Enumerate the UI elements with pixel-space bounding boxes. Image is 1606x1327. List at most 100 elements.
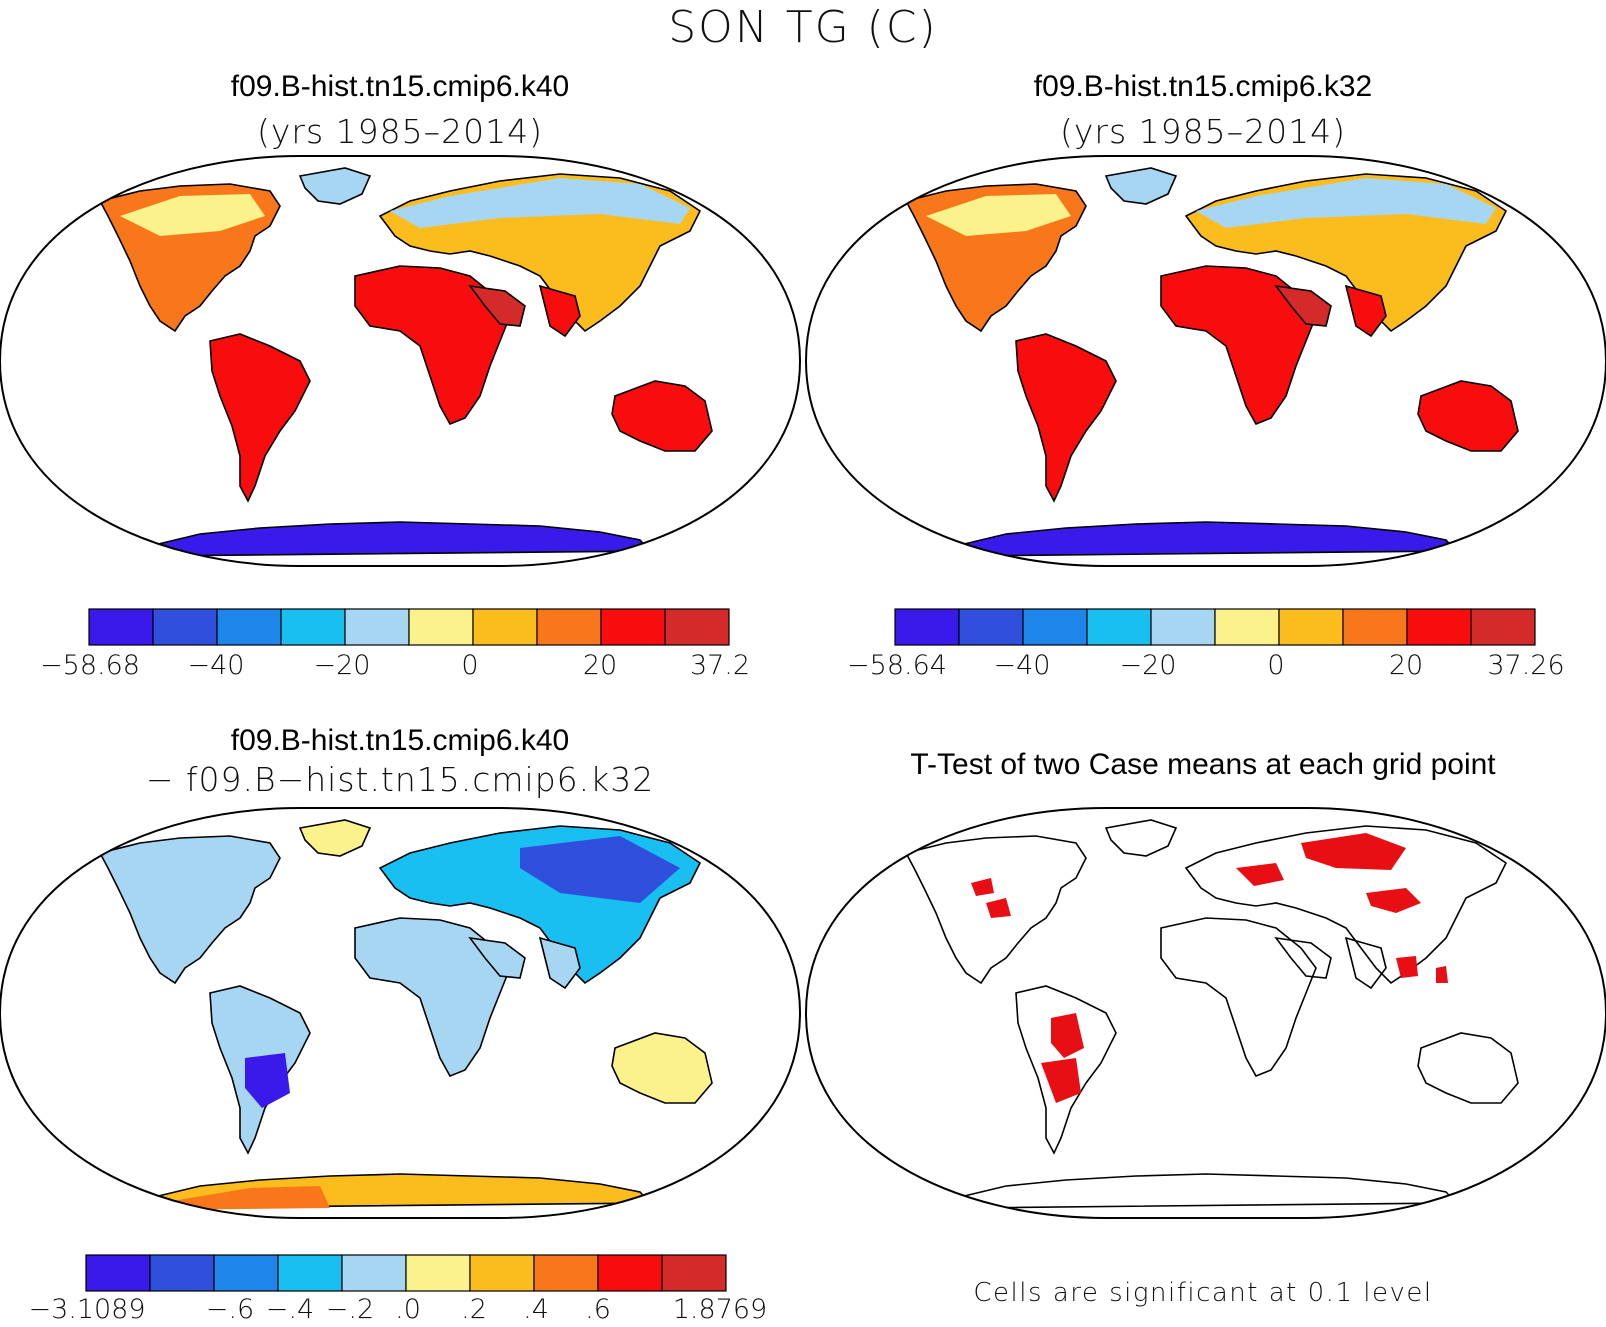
colorbar-box <box>664 608 730 646</box>
colorbar-box <box>894 608 960 646</box>
significant-cells <box>1366 888 1421 913</box>
land-antarctica <box>149 521 652 557</box>
cbar-k40-tick-5: 37.2 <box>689 650 751 681</box>
land-australia <box>611 380 713 452</box>
land-australia <box>611 1032 713 1104</box>
land-africa <box>354 917 511 1078</box>
panel-ttest-map <box>804 807 1606 1219</box>
land-greenland <box>298 819 372 857</box>
panel-k32-colorbar <box>894 608 1536 646</box>
significant-cells <box>1436 966 1448 983</box>
main-title: SON TG (C) <box>668 2 938 53</box>
land-namerica-cool-band <box>926 194 1071 236</box>
significant-cells <box>986 898 1011 918</box>
colorbar-box <box>341 1254 407 1292</box>
land-southAmerica <box>1015 333 1117 503</box>
colorbar-box <box>1150 608 1216 646</box>
cbar-diff-tick-5: .2 <box>461 1294 487 1325</box>
panel-diff-map <box>0 807 802 1219</box>
panel-k32-subtitle: (yrs 1985–2014) <box>1060 112 1346 151</box>
colorbar-box <box>277 1254 343 1292</box>
land-southAmerica <box>1015 985 1117 1155</box>
land-siberia-cool-anomaly <box>520 836 680 903</box>
colorbar-box <box>1406 608 1472 646</box>
land-india <box>1344 284 1387 338</box>
land-eurasia-cool-band <box>1196 178 1496 228</box>
cbar-diff-tick-7: .6 <box>585 1294 611 1325</box>
land-greenland <box>298 167 372 205</box>
land-greenland <box>1104 819 1178 857</box>
colorbar-box <box>536 608 602 646</box>
cbar-k40-tick-2: −20 <box>313 650 371 681</box>
land-india <box>1344 936 1387 990</box>
colorbar-box <box>152 608 218 646</box>
panel-diff-colorbar <box>85 1254 727 1292</box>
land-namerica-cool-band <box>120 194 265 236</box>
significant-cells <box>1041 1058 1081 1103</box>
cbar-k32-tick-3: 0 <box>1267 650 1285 681</box>
colorbar-box <box>472 608 538 646</box>
colorbar-box <box>469 1254 535 1292</box>
colorbar-box <box>1214 608 1280 646</box>
land-arabia <box>468 284 526 327</box>
significant-cells <box>1396 956 1418 978</box>
cbar-k32-tick-4: 20 <box>1388 650 1424 681</box>
panel-diff-title: f09.B-hist.tn15.cmip6.k40 <box>230 724 570 757</box>
land-greenland <box>1104 167 1178 205</box>
cbar-k32-tick-1: −40 <box>993 650 1051 681</box>
colorbar-box <box>661 1254 727 1292</box>
colorbar-box <box>1086 608 1152 646</box>
colorbar-box <box>149 1254 215 1292</box>
land-arabia <box>1274 284 1332 327</box>
significant-cells <box>971 878 994 896</box>
significant-cells <box>1051 1013 1084 1058</box>
land-india <box>538 936 581 990</box>
cbar-diff-tick-4: .0 <box>395 1294 421 1325</box>
panel-k32-title: f09.B-hist.tn15.cmip6.k32 <box>1033 70 1373 103</box>
land-eurasia-cool-band <box>390 178 690 228</box>
colorbar-box <box>216 608 282 646</box>
colorbar-box <box>408 608 474 646</box>
cbar-diff-tick-8: 1.8769 <box>672 1294 768 1325</box>
land-arabia <box>468 936 526 979</box>
land-australia <box>1417 380 1519 452</box>
cbar-k40-tick-3: 0 <box>461 650 479 681</box>
cbar-k40-tick-1: −40 <box>187 650 245 681</box>
land-arabia <box>1274 936 1332 979</box>
panel-ttest-note: Cells are significant at 0.1 level <box>973 1278 1433 1308</box>
colorbar-box <box>600 608 666 646</box>
colorbar-box <box>213 1254 279 1292</box>
land-antarctica <box>955 1173 1458 1209</box>
cbar-k32-tick-2: −20 <box>1119 650 1177 681</box>
cbar-diff-tick-1: −.6 <box>205 1294 255 1325</box>
panel-k40-colorbar <box>88 608 730 646</box>
cbar-diff-tick-3: −.2 <box>325 1294 375 1325</box>
land-northAmerica <box>904 835 1087 985</box>
panel-ttest-title: T-Test of two Case means at each grid po… <box>910 748 1496 781</box>
map-frame <box>0 807 802 1219</box>
panel-k40-map <box>0 155 802 567</box>
panel-k32-map <box>804 155 1606 567</box>
map-frame <box>804 155 1606 567</box>
colorbar-box <box>88 608 154 646</box>
colorbar-box <box>597 1254 663 1292</box>
panel-diff-subtitle: − f09.B−hist.tn15.cmip6.k32 <box>145 760 655 799</box>
land-india <box>538 284 581 338</box>
colorbar-box <box>1022 608 1088 646</box>
significant-cells <box>1301 833 1406 870</box>
land-antarctica-warm-anomaly <box>160 1186 330 1210</box>
map-frame <box>0 155 802 567</box>
land-africa <box>1160 917 1317 1078</box>
land-africa <box>1160 265 1317 426</box>
colorbar-box <box>1470 608 1536 646</box>
colorbar-box <box>1278 608 1344 646</box>
cbar-k40-tick-0: −58.68 <box>40 650 140 681</box>
land-antarctica <box>955 521 1458 557</box>
land-southAmerica <box>209 333 311 503</box>
land-northAmerica <box>98 835 281 985</box>
colorbar-box <box>344 608 410 646</box>
land-africa <box>354 265 511 426</box>
cbar-diff-tick-2: −.4 <box>265 1294 315 1325</box>
cbar-diff-tick-0: −3.1089 <box>28 1294 146 1325</box>
cbar-k32-tick-0: −58.64 <box>847 650 947 681</box>
